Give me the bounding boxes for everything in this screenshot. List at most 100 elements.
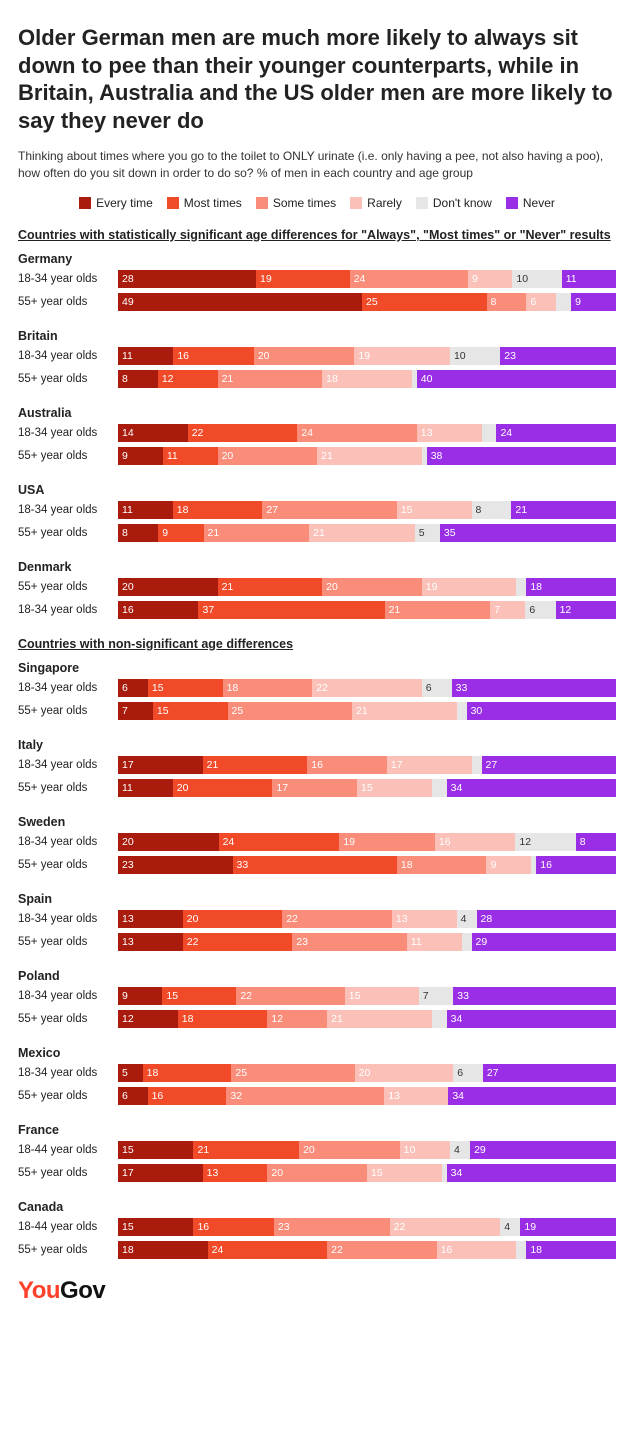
country-block: Britain18-34 year olds11162019102355+ ye… [18, 329, 616, 388]
bar-segment: 21 [385, 601, 491, 619]
country-name: Spain [18, 892, 616, 906]
row-label: 55+ year olds [18, 936, 118, 948]
bar-segment: 13 [118, 933, 183, 951]
bar-segment [432, 779, 447, 797]
country-name: Sweden [18, 815, 616, 829]
bar-segment: 18 [526, 578, 616, 596]
bar-row: 18-34 year olds1422241324 [18, 424, 616, 442]
bar-segment: 25 [228, 702, 353, 720]
row-label: 18-34 year olds [18, 1067, 118, 1079]
bar-segment: 16 [437, 1241, 517, 1259]
country-block: Australia18-34 year olds142224132455+ ye… [18, 406, 616, 465]
stacked-bar: 11182715821 [118, 501, 616, 519]
section-heading: Countries with non-significant age diffe… [18, 637, 616, 651]
row-label: 18-34 year olds [18, 836, 118, 848]
legend-label: Don't know [433, 196, 492, 210]
bar-segment: 6 [118, 1087, 148, 1105]
row-label: 55+ year olds [18, 782, 118, 794]
bar-segment: 10 [400, 1141, 450, 1159]
bar-row: 55+ year olds715252130 [18, 702, 616, 720]
bar-segment: 9 [118, 447, 163, 465]
bar-segment: 13 [392, 910, 457, 928]
row-label: 55+ year olds [18, 1244, 118, 1256]
bar-row: 18-34 year olds1637217612 [18, 601, 616, 619]
stacked-bar: 2021201918 [118, 578, 616, 596]
bar-segment: 28 [118, 270, 256, 288]
legend-label: Most times [184, 196, 242, 210]
bar-segment: 18 [143, 1064, 232, 1082]
stacked-bar: 28192491011 [118, 270, 616, 288]
bar-segment: 24 [496, 424, 616, 442]
bar-row: 18-34 year olds111620191023 [18, 347, 616, 365]
bar-segment: 10 [512, 270, 561, 288]
bar-segment: 20 [254, 347, 355, 365]
stacked-bar: 5182520627 [118, 1064, 616, 1082]
country-block: Singapore18-34 year olds615182263355+ ye… [18, 661, 616, 720]
bar-segment: 6 [526, 293, 556, 311]
bar-row: 18-34 year olds6151822633 [18, 679, 616, 697]
legend-item: Don't know [416, 196, 492, 210]
bar-segment: 15 [162, 987, 236, 1005]
country-name: Canada [18, 1200, 616, 1214]
bar-segment: 6 [422, 679, 452, 697]
bar-segment: 37 [198, 601, 384, 619]
row-label: 55+ year olds [18, 450, 118, 462]
country-name: France [18, 1123, 616, 1137]
bar-segment: 17 [272, 779, 357, 797]
row-label: 55+ year olds [18, 296, 118, 308]
row-label: 55+ year olds [18, 1013, 118, 1025]
bar-segment: 4 [500, 1218, 520, 1236]
bar-segment: 12 [556, 601, 616, 619]
bar-segment: 15 [153, 702, 228, 720]
bar-segment: 20 [183, 910, 283, 928]
bar-segment: 22 [327, 1241, 437, 1259]
stacked-bar: 1824221618 [118, 1241, 616, 1259]
row-label: 18-34 year olds [18, 759, 118, 771]
bar-row: 55+ year olds2021201918 [18, 578, 616, 596]
country-name: Poland [18, 969, 616, 983]
bar-segment [457, 702, 467, 720]
legend-label: Every time [96, 196, 153, 210]
bar-segment: 12 [515, 833, 575, 851]
bar-segment: 7 [118, 702, 153, 720]
bar-segment: 27 [262, 501, 396, 519]
bar-segment: 11 [407, 933, 462, 951]
row-label: 55+ year olds [18, 705, 118, 717]
row-label: 18-44 year olds [18, 1221, 118, 1233]
bar-row: 55+ year olds4925869 [18, 293, 616, 311]
row-label: 55+ year olds [18, 373, 118, 385]
bar-segment: 17 [118, 756, 203, 774]
bar-segment [462, 933, 472, 951]
legend-swatch [416, 197, 428, 209]
bar-row: 18-44 year olds15212010429 [18, 1141, 616, 1159]
bar-segment: 9 [468, 270, 512, 288]
bar-segment: 9 [158, 524, 203, 542]
bar-segment: 21 [218, 370, 323, 388]
stacked-bar: 1422241324 [118, 424, 616, 442]
logo-you: You [18, 1277, 60, 1304]
stacked-bar: 20241916128 [118, 833, 616, 851]
bar-segment [556, 293, 571, 311]
legend-item: Every time [79, 196, 153, 210]
bar-segment: 49 [118, 293, 362, 311]
bar-segment: 18 [118, 1241, 208, 1259]
country-name: USA [18, 483, 616, 497]
legend: Every timeMost timesSome timesRarelyDon'… [18, 196, 616, 210]
bar-row: 55+ year olds1824221618 [18, 1241, 616, 1259]
bar-segment: 16 [173, 347, 253, 365]
legend-swatch [79, 197, 91, 209]
bar-segment: 5 [118, 1064, 143, 1082]
stacked-bar: 715252130 [118, 702, 616, 720]
country-name: Mexico [18, 1046, 616, 1060]
bar-segment: 35 [440, 524, 616, 542]
bar-segment: 23 [292, 933, 407, 951]
country-block: USA18-34 year olds1118271582155+ year ol… [18, 483, 616, 542]
bar-segment: 15 [118, 1218, 193, 1236]
bar-segment: 28 [477, 910, 616, 928]
row-label: 18-44 year olds [18, 1144, 118, 1156]
bar-segment [482, 424, 497, 442]
bar-segment: 23 [118, 856, 233, 874]
section-heading: Countries with statistically significant… [18, 228, 616, 242]
bar-segment: 9 [486, 856, 531, 874]
stacked-bar: 892121535 [118, 524, 616, 542]
